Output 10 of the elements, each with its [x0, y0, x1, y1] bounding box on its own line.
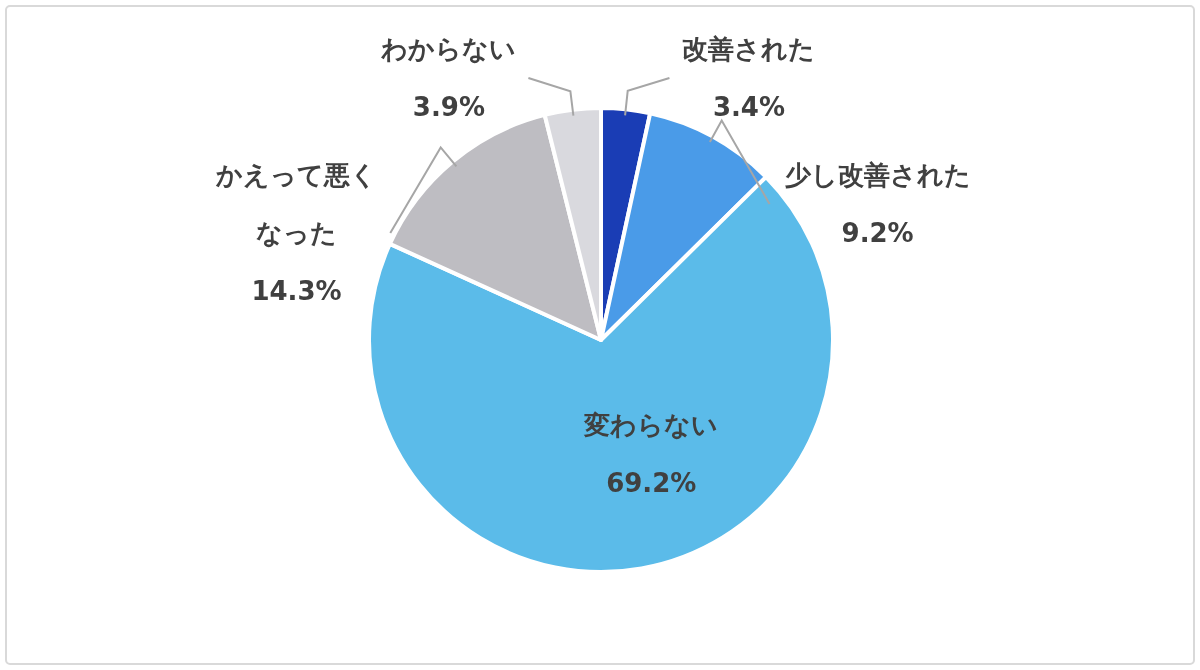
data-label: 69.2%: [606, 468, 697, 499]
slice-label: わからない: [380, 34, 517, 64]
slice-label: かえって悪くなった: [214, 160, 377, 248]
data-label: 3.4%: [712, 92, 785, 122]
data-label: 14.3%: [251, 276, 342, 306]
slice-label: 改善された: [682, 34, 816, 64]
slice-label: 変わらない: [583, 410, 719, 441]
data-label: 3.9%: [412, 92, 485, 122]
slice-label: 少し改善された: [784, 160, 971, 190]
data-label: 9.2%: [841, 218, 914, 248]
